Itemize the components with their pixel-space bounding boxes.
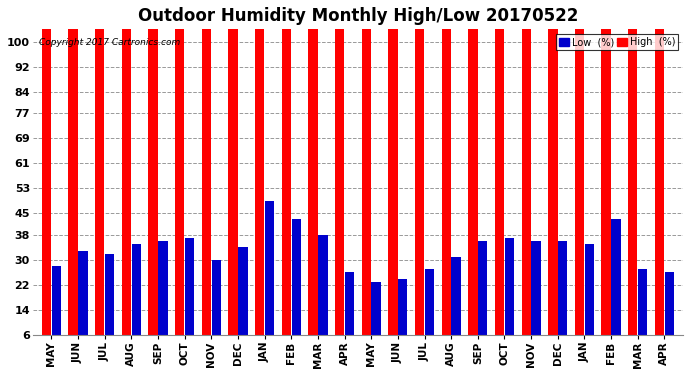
Bar (148, 23, 158, 335)
Bar (611, 219, 621, 335)
Bar (238, 248, 248, 335)
Bar (265, 201, 274, 335)
Legend: Low  (%), High  (%): Low (%), High (%) (556, 34, 678, 50)
Bar (388, 23, 397, 335)
Bar (638, 269, 647, 335)
Bar (398, 279, 408, 335)
Bar (318, 235, 328, 335)
Bar (201, 23, 211, 335)
Bar (68, 23, 78, 335)
Bar (212, 260, 221, 335)
Bar (628, 23, 638, 335)
Bar (158, 241, 168, 335)
Bar (362, 23, 371, 335)
Bar (175, 23, 184, 335)
Bar (308, 23, 317, 335)
Bar (52, 266, 61, 335)
Bar (335, 23, 344, 335)
Bar (42, 23, 51, 335)
Bar (282, 23, 291, 335)
Bar (425, 269, 434, 335)
Bar (451, 257, 461, 335)
Bar (548, 23, 558, 335)
Bar (371, 282, 381, 335)
Bar (602, 23, 611, 335)
Bar (575, 23, 584, 335)
Bar (495, 23, 504, 335)
Bar (185, 238, 195, 335)
Bar (505, 238, 514, 335)
Bar (228, 23, 237, 335)
Bar (78, 251, 88, 335)
Bar (132, 244, 141, 335)
Bar (522, 23, 531, 335)
Bar (415, 23, 424, 335)
Bar (345, 272, 354, 335)
Bar (291, 219, 301, 335)
Title: Outdoor Humidity Monthly High/Low 20170522: Outdoor Humidity Monthly High/Low 201705… (138, 7, 578, 25)
Bar (255, 23, 264, 335)
Bar (584, 244, 594, 335)
Bar (121, 23, 131, 335)
Bar (478, 241, 487, 335)
Text: Copyright 2017 Cartronics.com: Copyright 2017 Cartronics.com (39, 39, 181, 48)
Bar (95, 23, 104, 335)
Bar (469, 23, 477, 335)
Bar (105, 254, 115, 335)
Bar (558, 241, 567, 335)
Bar (442, 23, 451, 335)
Bar (655, 23, 664, 335)
Bar (664, 272, 674, 335)
Bar (531, 241, 541, 335)
